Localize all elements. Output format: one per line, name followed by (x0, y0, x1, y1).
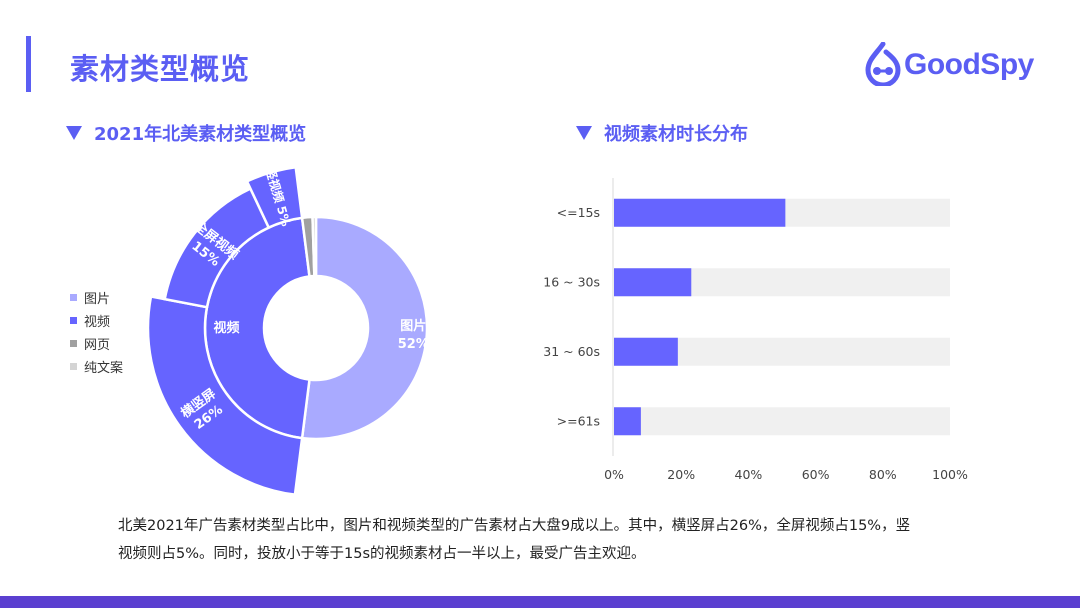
x-tick-label: 20% (667, 467, 695, 482)
x-tick-label: 60% (802, 467, 830, 482)
bar (614, 337, 678, 366)
legend-label: 图片 (84, 292, 111, 307)
legend-swatch (70, 317, 77, 324)
legend-swatch (70, 363, 77, 370)
bar-track (614, 407, 950, 436)
bar (614, 407, 641, 436)
bar (614, 198, 786, 227)
category-label: <=15s (557, 205, 600, 220)
inner-slice-value: 52% (398, 337, 429, 352)
legend-swatch (70, 340, 77, 347)
inner-ring-slice (311, 215, 318, 278)
logo: GoodSpy (864, 40, 1044, 90)
triangle-down-icon (576, 126, 592, 140)
summary-caption: 北美2021年广告素材类型占比中，图片和视频类型的广告素材占大盘9成以上。其中，… (118, 512, 968, 568)
inner-slice-label: 视频 (213, 320, 239, 336)
outer-ring-slice (146, 295, 304, 497)
caption-line-2: 视频则占5%。同时，投放小于等于15s的视频素材占一半以上，最受广告主欢迎。 (118, 546, 646, 562)
category-label: 31 ~ 60s (543, 344, 600, 359)
footer-bar (0, 596, 1080, 608)
x-tick-label: 0% (604, 467, 624, 482)
x-tick-label: 40% (735, 467, 763, 482)
legend-label: 纯文案 (84, 361, 124, 376)
right-section-title: 视频素材时长分布 (576, 120, 748, 146)
x-tick-label: 80% (869, 467, 897, 482)
bar (614, 268, 692, 297)
left-section-title: 2021年北美素材类型概览 (66, 120, 306, 146)
outer-ring-slice (245, 165, 304, 230)
category-label: >=61s (557, 413, 600, 428)
category-label: 16 ~ 30s (543, 274, 600, 289)
legend-item: 纯文案 (70, 355, 123, 378)
legend-swatch (70, 294, 77, 301)
title-accent-bar (26, 36, 31, 92)
goodspy-logo-icon (865, 42, 901, 86)
logo-text: GoodSpy (904, 48, 1034, 81)
legend-item: 图片 (70, 286, 123, 309)
legend-label: 视频 (84, 315, 111, 330)
x-tick-label: 100% (932, 467, 968, 482)
pie-legend: 图片 视频 网页 纯文案 (70, 286, 123, 378)
caption-line-1: 北美2021年广告素材类型占比中，图片和视频类型的广告素材占大盘9成以上。其中，… (118, 518, 911, 534)
inner-slice-label: 图片 (400, 318, 426, 334)
inner-ring-slice (300, 215, 429, 441)
legend-label: 网页 (84, 338, 111, 353)
legend-item: 视频 (70, 309, 123, 332)
legend-item: 网页 (70, 332, 123, 355)
triangle-down-icon (66, 126, 82, 140)
page-title: 素材类型概览 (70, 52, 251, 86)
